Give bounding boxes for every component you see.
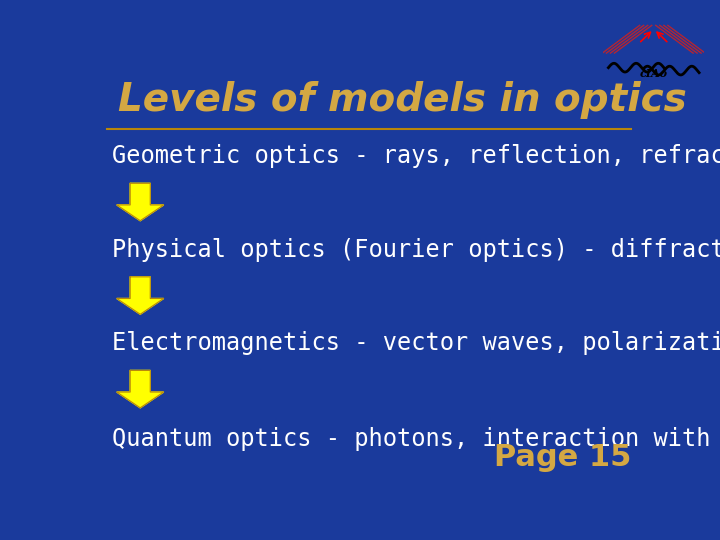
Text: Page 15: Page 15 (494, 443, 631, 472)
Text: Levels of models in optics: Levels of models in optics (118, 81, 687, 119)
Polygon shape (117, 370, 163, 408)
Text: Physical optics (Fourier optics) - diffraction, scalar waves: Physical optics (Fourier optics) - diffr… (112, 238, 720, 262)
Text: Geometric optics - rays, reflection, refraction: Geometric optics - rays, reflection, ref… (112, 144, 720, 168)
Text: Electromagnetics - vector waves, polarization: Electromagnetics - vector waves, polariz… (112, 332, 720, 355)
Text: Quantum optics - photons, interaction with matter, lasers: Quantum optics - photons, interaction wi… (112, 427, 720, 451)
Text: cIAo: cIAo (640, 69, 667, 79)
Polygon shape (117, 183, 163, 221)
Polygon shape (117, 277, 163, 314)
